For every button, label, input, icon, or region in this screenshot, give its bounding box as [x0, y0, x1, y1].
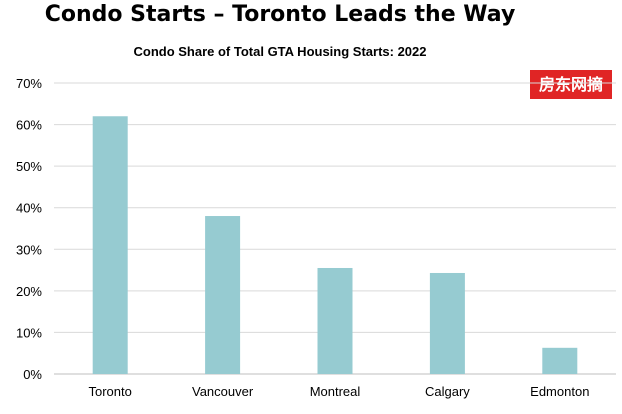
y-axis-ticks: 0% 10% 20% 30% 40% 50% 60% 70%: [16, 76, 42, 382]
watermark-logo: 房东网摘: [530, 70, 612, 99]
x-tick-label: Edmonton: [530, 384, 589, 399]
y-tick-label: 0%: [23, 367, 42, 382]
bar-vancouver: [205, 216, 241, 374]
x-tick-label: Vancouver: [192, 384, 254, 399]
y-tick-label: 20%: [16, 284, 42, 299]
y-tick-label: 70%: [16, 76, 42, 91]
bar-toronto: [92, 116, 128, 374]
x-axis-ticks: Toronto Vancouver Montreal Calgary Edmonton: [89, 384, 590, 399]
bars: [92, 116, 578, 374]
bar-calgary: [429, 272, 465, 374]
page-title: Condo Starts – Toronto Leads the Way: [44, 2, 516, 27]
x-tick-label: Toronto: [89, 384, 132, 399]
x-tick-label: Montreal: [310, 384, 361, 399]
chart-title: Condo Share of Total GTA Housing Starts:…: [133, 44, 427, 59]
bar-montreal: [317, 267, 353, 374]
y-tick-label: 30%: [16, 242, 42, 257]
y-tick-label: 10%: [16, 325, 42, 340]
y-tick-label: 50%: [16, 159, 42, 174]
x-tick-label: Calgary: [425, 384, 470, 399]
bar-edmonton: [542, 347, 578, 374]
y-tick-label: 60%: [16, 118, 42, 133]
y-tick-label: 40%: [16, 201, 42, 216]
